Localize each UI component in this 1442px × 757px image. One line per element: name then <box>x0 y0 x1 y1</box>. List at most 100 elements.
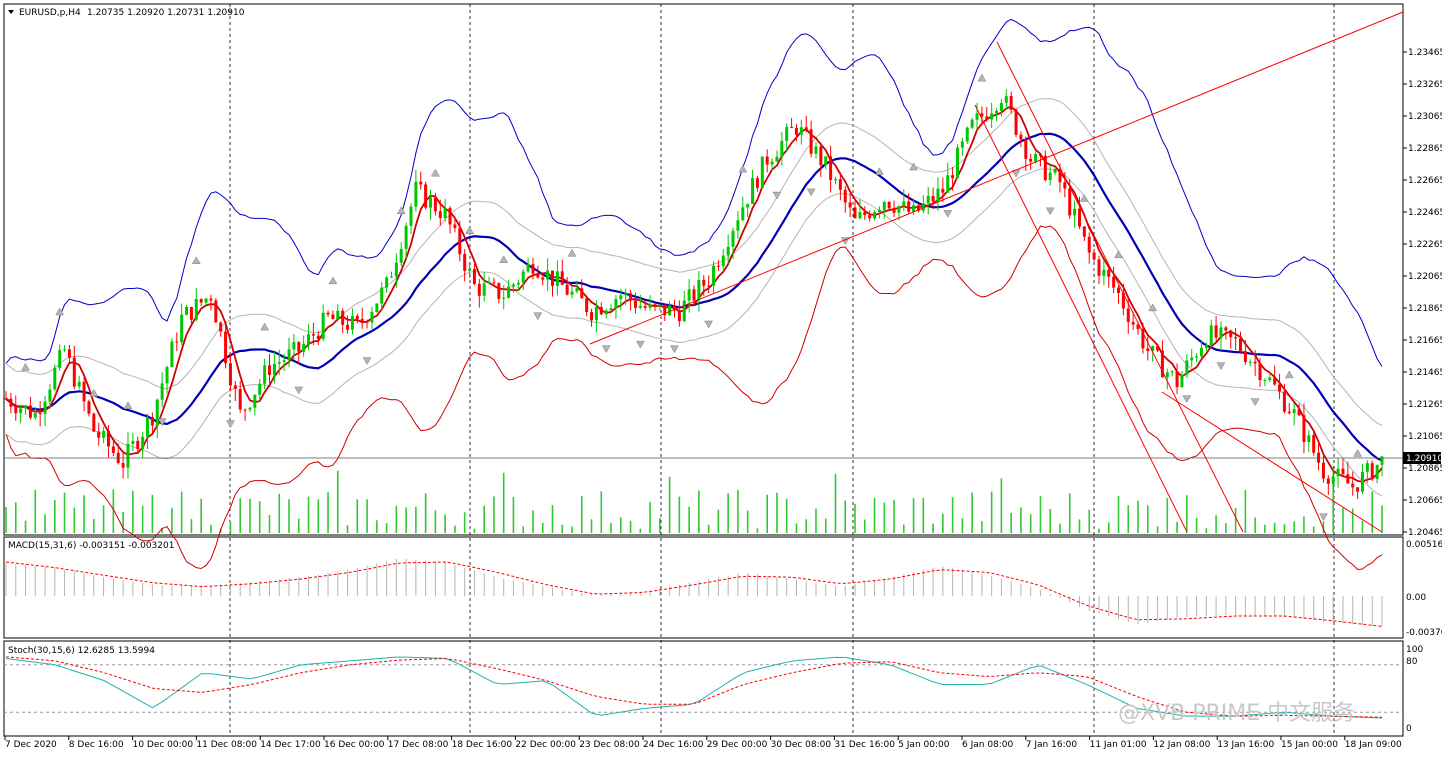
candle-body <box>643 305 647 308</box>
candle-body <box>1004 96 1008 103</box>
fractal-up-marker <box>738 164 748 173</box>
stoch-label: Stoch(30,15,6) 12.6285 13.5994 <box>8 646 155 656</box>
candle-body <box>331 314 335 320</box>
candle-body <box>907 201 911 212</box>
candle-body <box>926 195 930 204</box>
candle-body <box>1156 346 1160 351</box>
channel-base-line <box>1161 391 1383 533</box>
candle-body <box>975 113 979 120</box>
macd-indicator <box>5 558 1383 627</box>
time-tick-label: 14 Dec 17:00 <box>260 740 321 750</box>
candle-body <box>1009 96 1013 110</box>
price-tick-label: 1.21465 <box>1408 368 1442 378</box>
candle-body <box>1209 325 1213 346</box>
candle-body <box>936 188 940 202</box>
candle-body <box>1214 325 1218 338</box>
fractal-up-marker <box>567 248 577 257</box>
candle-body <box>951 175 955 179</box>
candle-body <box>1082 226 1086 237</box>
candle-body <box>443 207 447 219</box>
time-tick-label: 13 Jan 16:00 <box>1217 740 1274 750</box>
candle-body <box>370 311 374 323</box>
candle-body <box>1068 188 1072 216</box>
candle-body <box>985 116 989 120</box>
price-tick-label: 1.23265 <box>1408 80 1442 90</box>
candle-body <box>1126 308 1130 323</box>
candle-body <box>1102 269 1106 276</box>
fractal-down-marker <box>670 345 679 354</box>
candle-body <box>121 462 125 468</box>
candle-body <box>497 283 501 299</box>
candle-body <box>1014 109 1018 135</box>
candle-body <box>633 300 637 308</box>
candle-body <box>326 312 330 315</box>
candle-body <box>658 304 662 306</box>
candle-body <box>4 398 8 400</box>
channel-lower-line <box>974 104 1188 533</box>
candle-body <box>350 315 354 330</box>
candle-body <box>848 202 852 208</box>
symbol-dropdown-icon[interactable] <box>8 10 14 14</box>
candle-body <box>560 271 564 285</box>
fractal-up-marker <box>977 73 987 82</box>
candle-body <box>785 127 789 141</box>
fractal-down-marker <box>601 345 611 354</box>
volume-bars <box>5 470 1383 533</box>
candle-body <box>502 297 506 299</box>
candle-body <box>1258 363 1262 381</box>
candle-body <box>1346 474 1350 484</box>
stoch-panel-frame <box>3 640 1404 737</box>
candle-body <box>1282 391 1286 412</box>
candle-body <box>1160 350 1164 378</box>
candle-body <box>980 113 984 117</box>
candle-body <box>267 365 271 375</box>
macd-tick-label: 0.00 <box>1406 593 1426 603</box>
candle-body <box>638 305 642 308</box>
macd-panel-frame <box>3 536 1404 639</box>
candle-body <box>1370 463 1374 479</box>
candle-body <box>146 417 150 437</box>
candle-body <box>697 279 701 301</box>
candle-body <box>165 367 169 384</box>
candle-body <box>897 206 901 213</box>
candle-body <box>873 212 877 219</box>
price-tick-label: 1.22865 <box>1408 144 1442 154</box>
candle-body <box>448 207 452 225</box>
time-tick-label: 29 Dec 00:00 <box>707 740 768 750</box>
candle-body <box>672 305 676 311</box>
candle-body <box>999 102 1003 111</box>
candle-body <box>799 127 803 135</box>
candle-body <box>321 312 325 340</box>
candle-body <box>614 299 618 309</box>
candle-body <box>1038 154 1042 156</box>
candle-body <box>770 161 774 165</box>
candle-body <box>102 430 106 438</box>
candle-body <box>389 276 393 278</box>
candle-body <box>1341 468 1345 475</box>
fractal-up-marker <box>123 401 133 409</box>
candle-body <box>243 409 247 411</box>
fractal-up-marker <box>55 307 65 316</box>
candle-body <box>72 357 76 387</box>
fractal-up-marker <box>499 255 509 263</box>
price-tick-label: 1.21665 <box>1408 336 1442 346</box>
candle-body <box>214 300 218 323</box>
candle-body <box>751 178 755 204</box>
candle-body <box>741 207 745 221</box>
candle-body <box>1185 360 1189 375</box>
candle-body <box>1073 208 1077 216</box>
candle-body <box>316 335 320 340</box>
candle-body <box>521 271 525 283</box>
candle-body <box>877 209 881 213</box>
fractal-down-marker <box>943 210 953 218</box>
fractal-up-marker <box>1079 193 1089 202</box>
candle-body <box>277 361 281 364</box>
candle-body <box>477 283 481 296</box>
candle-body <box>1170 371 1174 373</box>
candle-body <box>28 405 32 418</box>
candle-body <box>438 211 442 219</box>
candle-body <box>575 288 579 292</box>
candle-body <box>843 189 847 203</box>
candle-body <box>624 293 628 296</box>
